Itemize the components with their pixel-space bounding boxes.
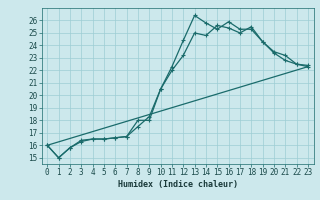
X-axis label: Humidex (Indice chaleur): Humidex (Indice chaleur) — [118, 180, 237, 189]
